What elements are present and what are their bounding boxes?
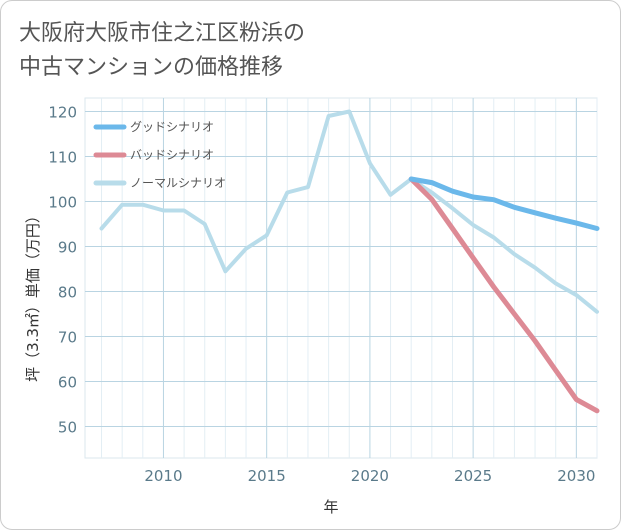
title-line-2: 中古マンションの価格推移: [19, 55, 284, 80]
y-tick-label: 110: [48, 149, 77, 167]
x-tick-label: 2025: [454, 467, 492, 485]
legend-label: バッドシナリオ: [130, 148, 214, 162]
y-tick-labels: 50 60 70 80 90 100 110 120: [48, 104, 77, 437]
y-tick-label: 100: [48, 194, 77, 212]
y-tick-label: 60: [58, 374, 77, 392]
x-tick-label: 2015: [248, 467, 286, 485]
series-line-2: [99, 109, 599, 314]
y-tick-label: 50: [58, 419, 77, 437]
legend-label: ノーマルシナリオ: [130, 176, 226, 190]
chart-title: 大阪府大阪市住之江区粉浜の 中古マンションの価格推移: [19, 17, 305, 85]
legend-label: グッドシナリオ: [130, 120, 214, 134]
x-tick-label: 2010: [144, 467, 182, 485]
grid: [84, 97, 598, 459]
series-line-1: [408, 176, 600, 414]
y-tick-label: 70: [58, 329, 77, 347]
x-tick-labels: 2010 2015 2020 2025 2030: [144, 467, 595, 485]
y-tick-label: 120: [48, 104, 77, 122]
series-line-0: [408, 176, 600, 231]
x-tick-label: 2030: [557, 467, 595, 485]
y-tick-label: 90: [58, 239, 77, 257]
series-lines: [99, 109, 600, 414]
y-axis-label: 坪（3.3㎡）単価（万円）: [24, 208, 42, 382]
x-tick-label: 2020: [351, 467, 389, 485]
x-axis-label: 年: [323, 498, 338, 516]
y-tick-label: 80: [58, 284, 77, 302]
title-line-1: 大阪府大阪市住之江区粉浜の: [19, 21, 306, 46]
